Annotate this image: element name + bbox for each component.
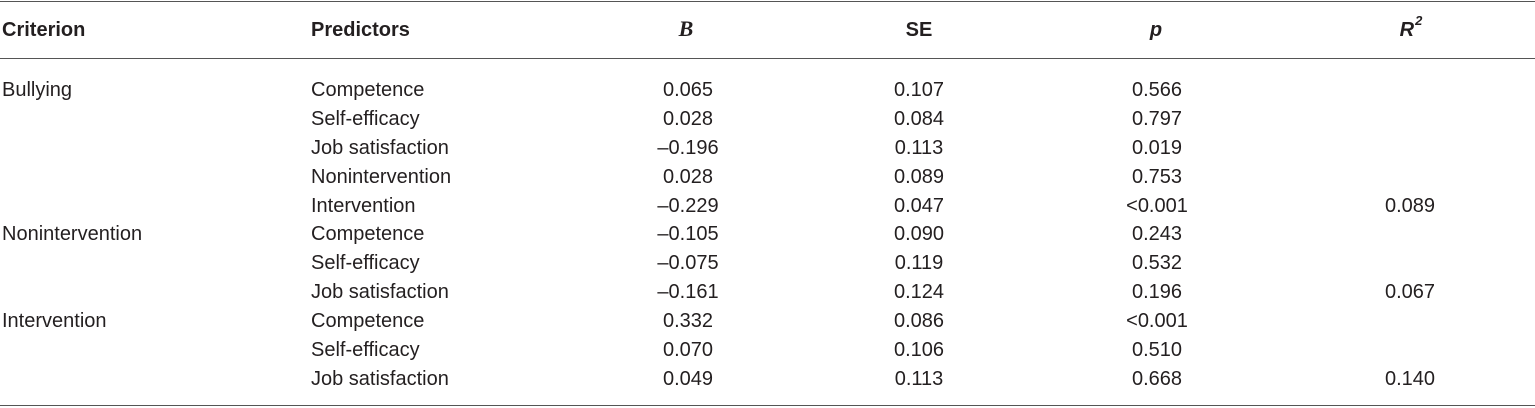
cell-b: 0.049: [662, 367, 714, 390]
table-row: Intervention –0.229 0.047 <0.001 0.089: [0, 192, 1535, 221]
cell-predictor: Job satisfaction: [311, 136, 449, 159]
table-body: Bullying Competence 0.065 0.107 0.566 Self-ef…: [0, 76, 1535, 394]
cell-se: 0.090: [893, 223, 945, 246]
cell-p: 0.797: [1131, 107, 1183, 130]
cell-se: 0.107: [893, 79, 945, 101]
table-row: Self-efficacy –0.075 0.119 0.532: [0, 249, 1535, 278]
cell-b: 0.065: [662, 79, 714, 101]
table-row: Nonintervention Competence –0.105 0.090 0.24…: [0, 220, 1535, 249]
cell-se: 0.113: [894, 136, 944, 159]
cell-predictor: Job satisfaction: [311, 281, 449, 304]
cell-predictor: Self-efficacy: [311, 339, 420, 362]
cell-b: 0.028: [662, 107, 714, 130]
cell-se: 0.113: [894, 367, 944, 390]
cell-criterion: Nonintervention: [2, 223, 143, 246]
cell-predictor: Intervention: [311, 194, 416, 217]
cell-predictor: Self-efficacy: [311, 107, 420, 130]
cell-se: 0.084: [893, 107, 945, 130]
cell-b: 0.070: [662, 339, 714, 362]
table-header-row: Criterion Predictors B SE p R2: [0, 0, 1535, 58]
header-r-squared-superscript: 2: [1415, 13, 1423, 29]
cell-predictor: Competence: [311, 79, 425, 101]
cell-criterion: Bullying: [2, 79, 73, 101]
cell-p: 0.668: [1131, 367, 1183, 390]
table-header-rule: [0, 58, 1535, 59]
cell-b: –0.075: [657, 252, 719, 275]
cell-p: <0.001: [1126, 194, 1188, 217]
cell-p: 0.510: [1131, 339, 1183, 362]
cell-p: 0.532: [1131, 252, 1183, 275]
cell-r-squared: 0.140: [1384, 367, 1436, 390]
cell-b: –0.161: [657, 281, 719, 304]
table-row: Bullying Competence 0.065 0.107 0.566: [0, 76, 1535, 105]
header-r-squared-base: R: [1399, 19, 1415, 41]
header-b: B: [678, 16, 694, 41]
cell-p: 0.566: [1131, 79, 1183, 101]
table-row: Self-efficacy 0.070 0.106 0.510: [0, 336, 1535, 365]
cell-b: 0.028: [662, 165, 714, 188]
table-row: Nonintervention 0.028 0.089 0.753: [0, 163, 1535, 192]
cell-predictor: Nonintervention: [311, 165, 452, 188]
cell-predictor: Job satisfaction: [311, 367, 449, 390]
cell-p: <0.001: [1126, 310, 1188, 333]
cell-b: 0.332: [662, 310, 714, 333]
cell-b: –0.196: [657, 136, 719, 159]
cell-r-squared: 0.067: [1384, 281, 1436, 304]
cell-b: –0.229: [657, 194, 719, 217]
table-row: Job satisfaction –0.196 0.113 0.019: [0, 134, 1535, 163]
table-top-rule: [0, 1, 1535, 2]
cell-se: 0.086: [893, 310, 945, 333]
header-p: p: [1149, 19, 1163, 41]
header-criterion: Criterion: [2, 19, 86, 41]
cell-se: 0.047: [893, 194, 945, 217]
cell-predictor: Self-efficacy: [311, 252, 420, 275]
cell-b: –0.105: [657, 223, 719, 246]
table-row: Self-efficacy 0.028 0.084 0.797: [0, 105, 1535, 134]
cell-p: 0.753: [1131, 165, 1183, 188]
header-se: SE: [905, 19, 933, 41]
cell-criterion: Intervention: [2, 310, 107, 333]
cell-se: 0.119: [894, 252, 944, 275]
cell-se: 0.106: [893, 339, 945, 362]
table-row: Job satisfaction –0.161 0.124 0.196 0.067: [0, 278, 1535, 307]
cell-predictor: Competence: [311, 310, 425, 333]
cell-se: 0.124: [893, 281, 945, 304]
cell-se: 0.089: [893, 165, 945, 188]
cell-predictor: Competence: [311, 223, 425, 246]
cell-p: 0.243: [1131, 223, 1183, 246]
cell-p: 0.196: [1131, 281, 1183, 304]
cell-r-squared: 0.089: [1384, 194, 1436, 217]
header-predictors: Predictors: [311, 19, 410, 41]
table-row: Job satisfaction 0.049 0.113 0.668 0.140: [0, 365, 1535, 394]
table-row: Intervention Competence 0.332 0.086 <0.001: [0, 307, 1535, 336]
header-r-squared: R2: [1399, 14, 1423, 42]
table-bottom-rule: [0, 405, 1535, 406]
cell-p: 0.019: [1131, 136, 1183, 159]
